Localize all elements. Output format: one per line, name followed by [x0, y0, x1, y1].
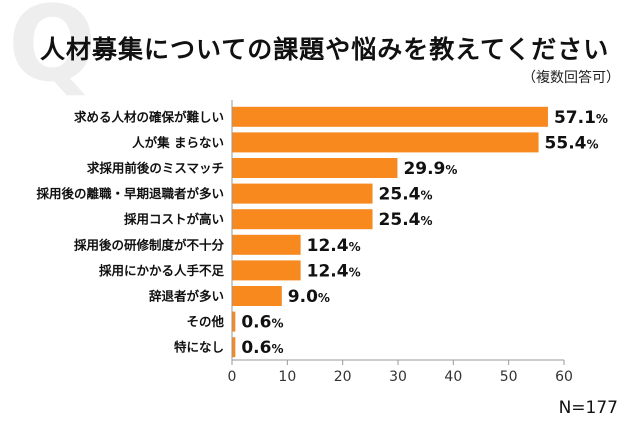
category-label: 辞退者が多い	[149, 289, 224, 304]
bar	[232, 209, 373, 230]
bar	[232, 106, 548, 127]
category-label: 求採用前後のミスマッチ	[87, 161, 224, 176]
chart-subtitle: （複数回答可）	[522, 70, 620, 86]
bar	[232, 234, 301, 255]
value-label: 12.4%	[307, 236, 361, 256]
x-tick-label: 0	[228, 369, 237, 385]
x-tick-label: 30	[389, 369, 407, 385]
x-tick-label: 40	[444, 369, 462, 385]
bar	[232, 183, 373, 204]
category-label: 採用コストが高い	[124, 212, 224, 227]
bar	[232, 337, 236, 358]
value-label: 0.6%	[241, 338, 283, 358]
value-label: 25.4%	[379, 210, 433, 230]
bar	[232, 311, 236, 332]
category-label: 採用後の離職・早期退職者が多い	[36, 186, 224, 201]
chart-title: 人材募集についての課題や悩みを教えてください	[40, 35, 610, 64]
q-watermark: Q	[8, 0, 97, 105]
x-tick-label: 60	[555, 369, 573, 385]
value-label: 9.0%	[288, 287, 330, 307]
category-label: その他	[186, 314, 224, 329]
bar	[232, 260, 301, 281]
category-label: 採用後の研修制度が不十分	[74, 237, 225, 252]
category-label: 採用にかかる人手不足	[99, 263, 225, 278]
category-label: 人が集 まらない	[132, 135, 224, 150]
sample-size-label: N=177	[558, 398, 618, 418]
bar	[232, 158, 398, 178]
value-label: 25.4%	[379, 185, 433, 205]
value-label: 55.4%	[545, 133, 599, 153]
bar	[232, 286, 282, 306]
category-label: 特になし	[174, 340, 224, 355]
value-label: 57.1%	[554, 108, 608, 128]
value-label: 12.4%	[307, 261, 361, 281]
category-label: 求める人材の確保が難しい	[74, 109, 224, 124]
x-tick-label: 50	[500, 369, 518, 385]
bar	[232, 132, 539, 153]
x-tick-label: 20	[334, 369, 352, 385]
x-tick-label: 10	[278, 369, 296, 385]
value-label: 29.9%	[403, 159, 457, 179]
value-label: 0.6%	[241, 313, 283, 333]
